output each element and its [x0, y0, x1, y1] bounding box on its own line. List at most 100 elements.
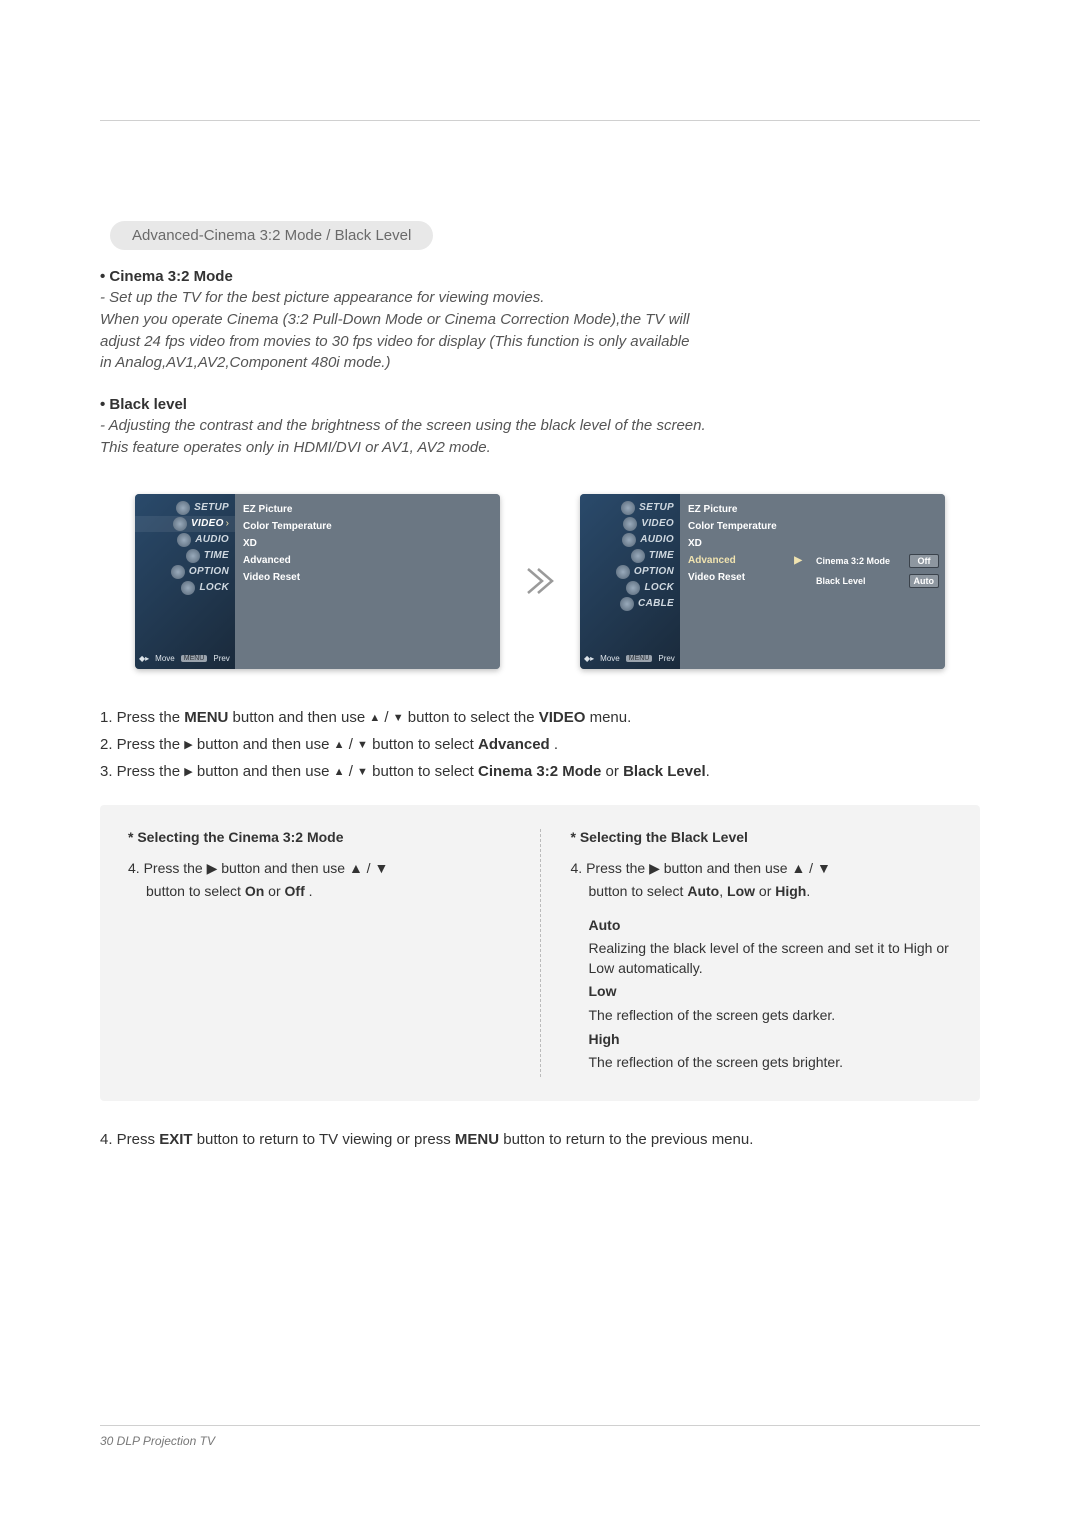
option-icon [616, 565, 630, 579]
list-item: Color Temperature [243, 521, 357, 532]
step-1: 1. Press the MENU button and then use ▲ … [100, 709, 980, 726]
sidebar-item: SETUP [580, 500, 680, 516]
osd-right: SETUP VIDEO AUDIO TIME OPTION LOCK CABLE… [580, 494, 945, 669]
right-icon: ▶ [207, 860, 218, 876]
high-heading: High [589, 1030, 953, 1050]
black-desc: - Adjusting the contrast and the brightn… [100, 415, 980, 459]
up-icon: ▲ [369, 712, 380, 724]
list-item: Advanced [243, 555, 357, 566]
lock-icon [181, 581, 195, 595]
step-2: 2. Press the ▶ button and then use ▲ / ▼… [100, 736, 980, 753]
up-icon: ▲ [791, 860, 805, 876]
sidebar-item: VIDEO› [135, 516, 235, 532]
list-item: Video Reset [243, 572, 357, 583]
up-icon: ▲ [334, 739, 345, 751]
osd-footer: ◆▸Move MENUPrev [135, 650, 235, 669]
sidebar-item: LOCK [135, 580, 235, 596]
selection-box: * Selecting the Cinema 3:2 Mode 4. Press… [100, 805, 980, 1101]
audio-icon [622, 533, 636, 547]
osd-footer: ◆▸Move MENUPrev [580, 650, 680, 669]
osd-row: SETUP VIDEO› AUDIO TIME OPTION LOCK ◆▸Mo… [100, 494, 980, 669]
sidebar-item: TIME [135, 548, 235, 564]
up-icon: ▲ [349, 860, 363, 876]
panel-value: Auto [909, 574, 940, 588]
option-icon [171, 565, 185, 579]
audio-icon [177, 533, 191, 547]
chevron-right-icon: ▶ [794, 555, 802, 566]
low-heading: Low [589, 982, 953, 1002]
menu-key: MENU [626, 655, 653, 662]
menu-key: MENU [181, 655, 208, 662]
box-right-title: * Selecting the Black Level [571, 829, 953, 845]
right-icon: ▶ [649, 860, 660, 876]
top-rule [100, 120, 980, 121]
lock-icon [626, 581, 640, 595]
video-icon [173, 517, 187, 531]
osd-right-panel: Cinema 3:2 Mode Off Black Level Auto [810, 494, 945, 669]
down-icon: ▼ [393, 712, 404, 724]
list-item-selected: Advanced▶ [688, 555, 802, 566]
right-icon: ▶ [184, 739, 192, 751]
sidebar-item: OPTION [135, 564, 235, 580]
step-4-wrap: 4. Press EXIT button to return to TV vie… [100, 1131, 980, 1148]
list-item: XD [243, 538, 357, 549]
down-icon: ▼ [374, 860, 388, 876]
step-3: 3. Press the ▶ button and then use ▲ / ▼… [100, 763, 980, 780]
video-icon [623, 517, 637, 531]
sidebar-item: SETUP [135, 500, 235, 516]
box-left-step: 4. Press the ▶ button and then use ▲ / ▼ [128, 859, 510, 879]
panel-row: Black Level Auto [816, 574, 939, 588]
box-right: * Selecting the Black Level 4. Press the… [540, 829, 953, 1077]
osd-left-list: EZ Picture Color Temperature XD Advanced… [235, 494, 365, 669]
osd-right-sidebar: SETUP VIDEO AUDIO TIME OPTION LOCK CABLE… [580, 494, 680, 669]
sidebar-item: LOCK [580, 580, 680, 596]
move-hint: ◆▸ [584, 654, 594, 663]
osd-left: SETUP VIDEO› AUDIO TIME OPTION LOCK ◆▸Mo… [135, 494, 500, 669]
move-hint: ◆▸ [139, 654, 149, 663]
sidebar-item: TIME [580, 548, 680, 564]
list-item: Video Reset [688, 572, 802, 583]
box-right-step: 4. Press the ▶ button and then use ▲ / ▼ [571, 859, 953, 879]
setup-icon [176, 501, 190, 515]
auto-text: Realizing the black level of the screen … [589, 939, 953, 978]
right-icon: ▶ [184, 766, 192, 778]
time-icon [186, 549, 200, 563]
chevron-right-icon: › [226, 518, 229, 529]
down-icon: ▼ [817, 860, 831, 876]
sidebar-item: AUDIO [135, 532, 235, 548]
sidebar-item: AUDIO [580, 532, 680, 548]
double-chevron-icon [520, 561, 560, 601]
panel-row: Cinema 3:2 Mode Off [816, 554, 939, 568]
high-text: The reflection of the screen gets bright… [589, 1053, 953, 1073]
box-left-step-b: button to select On or Off . [146, 882, 510, 902]
section-pill: Advanced-Cinema 3:2 Mode / Black Level [110, 221, 433, 250]
osd-left-blank [365, 494, 500, 669]
cable-icon [620, 597, 634, 611]
page-number: 30 DLP Projection TV [100, 1434, 215, 1448]
step-4: 4. Press EXIT button to return to TV vie… [100, 1131, 980, 1148]
down-icon: ▼ [357, 766, 368, 778]
auto-heading: Auto [589, 916, 953, 936]
low-text: The reflection of the screen gets darker… [589, 1006, 953, 1026]
down-icon: ▼ [357, 739, 368, 751]
time-icon [631, 549, 645, 563]
list-item: EZ Picture [688, 504, 802, 515]
black-heading: • Black level [100, 396, 980, 413]
sidebar-item: CABLE [580, 596, 680, 612]
osd-right-list: EZ Picture Color Temperature XD Advanced… [680, 494, 810, 669]
box-left-title: * Selecting the Cinema 3:2 Mode [128, 829, 510, 845]
list-item: EZ Picture [243, 504, 357, 515]
page-footer: 30 DLP Projection TV [100, 1425, 980, 1448]
steps: 1. Press the MENU button and then use ▲ … [100, 709, 980, 780]
list-item: XD [688, 538, 802, 549]
cinema-heading: • Cinema 3:2 Mode [100, 268, 980, 285]
sidebar-item: VIDEO [580, 516, 680, 532]
panel-value: Off [909, 554, 939, 568]
transition-arrow [510, 561, 570, 601]
box-right-step-b: button to select Auto, Low or High. [589, 882, 953, 902]
sidebar-item: OPTION [580, 564, 680, 580]
list-item: Color Temperature [688, 521, 802, 532]
cinema-desc: - Set up the TV for the best picture app… [100, 287, 980, 374]
osd-left-sidebar: SETUP VIDEO› AUDIO TIME OPTION LOCK ◆▸Mo… [135, 494, 235, 669]
box-left: * Selecting the Cinema 3:2 Mode 4. Press… [128, 829, 510, 1077]
